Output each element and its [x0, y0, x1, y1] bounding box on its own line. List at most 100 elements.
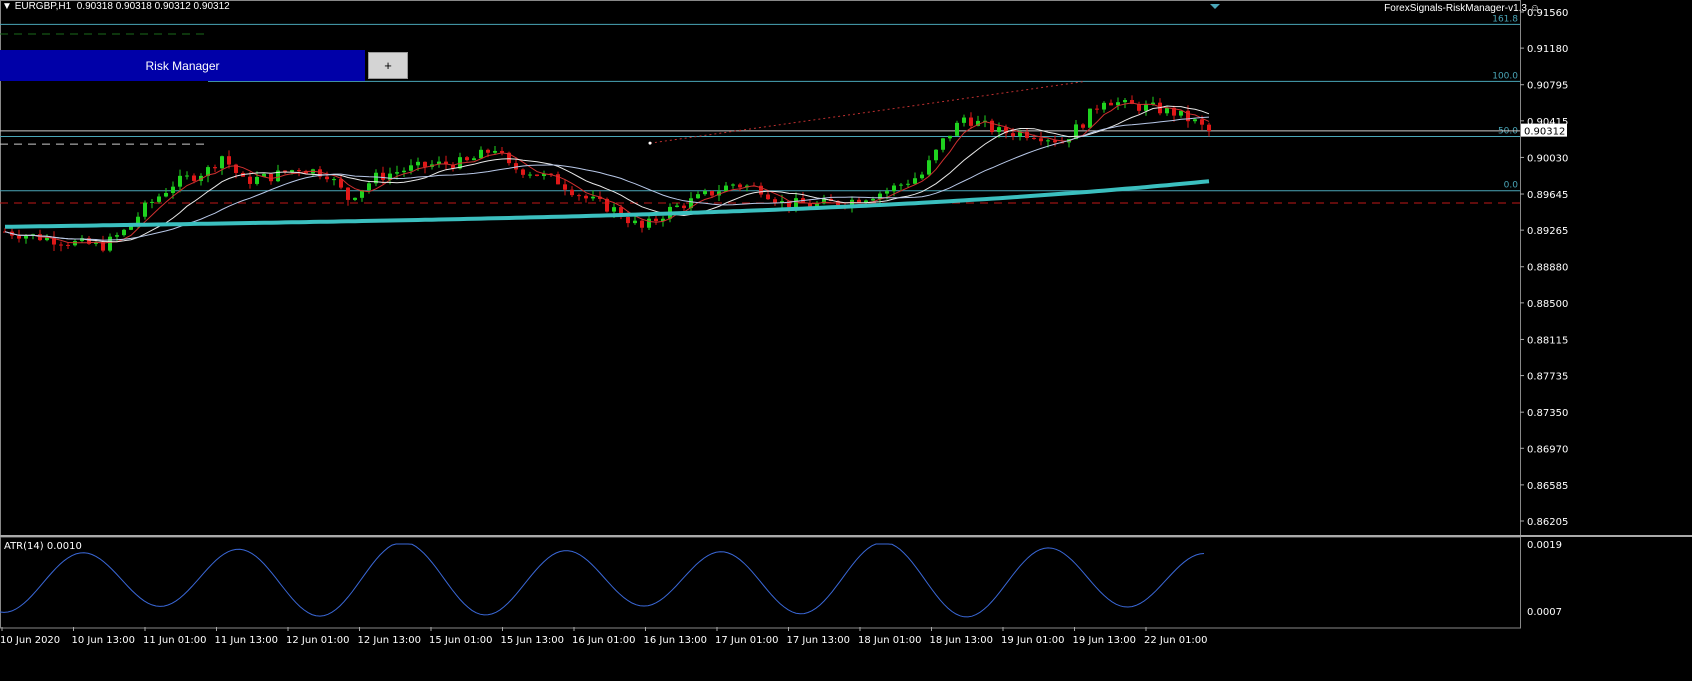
- candle-body: [1088, 108, 1092, 128]
- candle-body: [1130, 100, 1134, 104]
- candle-body: [654, 218, 658, 222]
- candle-body: [878, 193, 882, 199]
- candle-body: [486, 149, 490, 153]
- time-tick-label: 15 Jun 01:00: [429, 635, 493, 646]
- candle-body: [864, 200, 868, 203]
- candle-body: [465, 157, 469, 161]
- price-tick-label: 0.91180: [1527, 44, 1568, 55]
- candle-body: [598, 196, 602, 199]
- candle-body: [234, 164, 238, 173]
- candle-body: [556, 174, 560, 185]
- candle-body: [689, 198, 693, 209]
- candle-body: [248, 176, 252, 184]
- price-tick-label: 0.90030: [1527, 153, 1568, 164]
- candle-body: [479, 149, 483, 159]
- candle-body: [1004, 127, 1008, 134]
- ma-medium-line: [4, 105, 1210, 243]
- candle-body: [283, 170, 287, 173]
- fib-level-label: 100.0: [1492, 71, 1518, 81]
- candle-body: [899, 184, 903, 186]
- candle-body: [913, 178, 917, 184]
- candle-body: [444, 161, 448, 165]
- candle-body: [136, 216, 140, 225]
- candle-body: [87, 238, 91, 244]
- time-tick-label: 12 Jun 13:00: [358, 635, 422, 646]
- candle-body: [1137, 103, 1141, 111]
- candle-body: [493, 150, 497, 153]
- candle-body: [451, 164, 455, 169]
- time-tick-label: 19 Jun 01:00: [1001, 635, 1065, 646]
- time-tick-label: 19 Jun 13:00: [1073, 635, 1137, 646]
- risk-manager-button[interactable]: Risk Manager: [0, 50, 365, 81]
- candle-body: [381, 172, 385, 180]
- dropdown-triangle-icon[interactable]: ▼: [2, 1, 12, 12]
- candle-body: [472, 158, 476, 161]
- candle-body: [325, 176, 329, 180]
- trend-anchor: [648, 141, 652, 145]
- candle-body: [185, 175, 189, 177]
- candle-body: [80, 238, 84, 242]
- candle-body: [808, 203, 812, 207]
- candle-body: [815, 203, 819, 207]
- price-tick-label: 0.86585: [1527, 481, 1568, 492]
- price-tick-label: 0.87735: [1527, 372, 1568, 383]
- price-tick-label: 0.89645: [1527, 190, 1568, 201]
- candle-body: [402, 170, 406, 173]
- candle-body: [1172, 107, 1176, 116]
- candle-body: [710, 191, 714, 196]
- candle-body: [108, 236, 112, 251]
- expand-button[interactable]: +: [368, 52, 408, 79]
- candle-body: [304, 170, 308, 174]
- time-tick-label: 18 Jun 01:00: [858, 635, 922, 646]
- candle-body: [626, 217, 630, 224]
- candle-body: [787, 201, 791, 208]
- candle-body: [339, 179, 343, 188]
- candle-body: [1207, 124, 1211, 132]
- current-price-box: [1521, 123, 1567, 137]
- time-tick-label: 16 Jun 01:00: [572, 635, 636, 646]
- trend-line: [649, 80, 1086, 144]
- candle-body: [542, 173, 546, 176]
- candle-body: [773, 199, 777, 203]
- atr-tick-low: 0.0007: [1527, 607, 1562, 618]
- candle-body: [206, 167, 210, 176]
- candle-body: [738, 184, 742, 188]
- candle-body: [647, 218, 651, 228]
- candle-body: [59, 244, 63, 246]
- candle-body: [178, 175, 182, 187]
- candle-body: [633, 220, 637, 224]
- candle-body: [1193, 119, 1197, 122]
- time-tick-label: 10 Jun 2020: [0, 635, 60, 646]
- candle-body: [1018, 131, 1022, 137]
- smiley-icon: ☺: [1529, 3, 1540, 14]
- candle-body: [1200, 119, 1204, 125]
- price-tick-label: 0.88115: [1527, 335, 1568, 346]
- ma-slow-line: [4, 116, 1210, 241]
- fib-level-label: 0.0: [1504, 181, 1519, 191]
- candle-body: [612, 207, 616, 212]
- candle-body: [1123, 100, 1127, 103]
- time-tick-label: 11 Jun 01:00: [143, 635, 207, 646]
- candle-body: [45, 237, 49, 241]
- candle-body: [759, 185, 763, 195]
- candle-body: [892, 185, 896, 192]
- candle-body: [1144, 104, 1148, 111]
- candle-body: [1025, 131, 1029, 138]
- price-tick-label: 0.89265: [1527, 226, 1568, 237]
- candle-body: [1039, 138, 1043, 142]
- candle-body: [1109, 102, 1113, 106]
- price-tick-label: 0.86970: [1527, 444, 1568, 455]
- candle-body: [1116, 102, 1120, 106]
- candle-body: [227, 156, 231, 165]
- ohlc-values: 0.90318 0.90318 0.90312 0.90312: [76, 1, 230, 12]
- candle-body: [682, 205, 686, 209]
- candle-body: [563, 184, 567, 190]
- candle-body: [1151, 102, 1155, 105]
- price-tick-label: 0.87350: [1527, 408, 1568, 419]
- candle-body: [962, 117, 966, 123]
- candle-body: [1046, 140, 1050, 142]
- candle-body: [605, 198, 609, 212]
- candle-body: [766, 194, 770, 200]
- candle-body: [535, 174, 539, 176]
